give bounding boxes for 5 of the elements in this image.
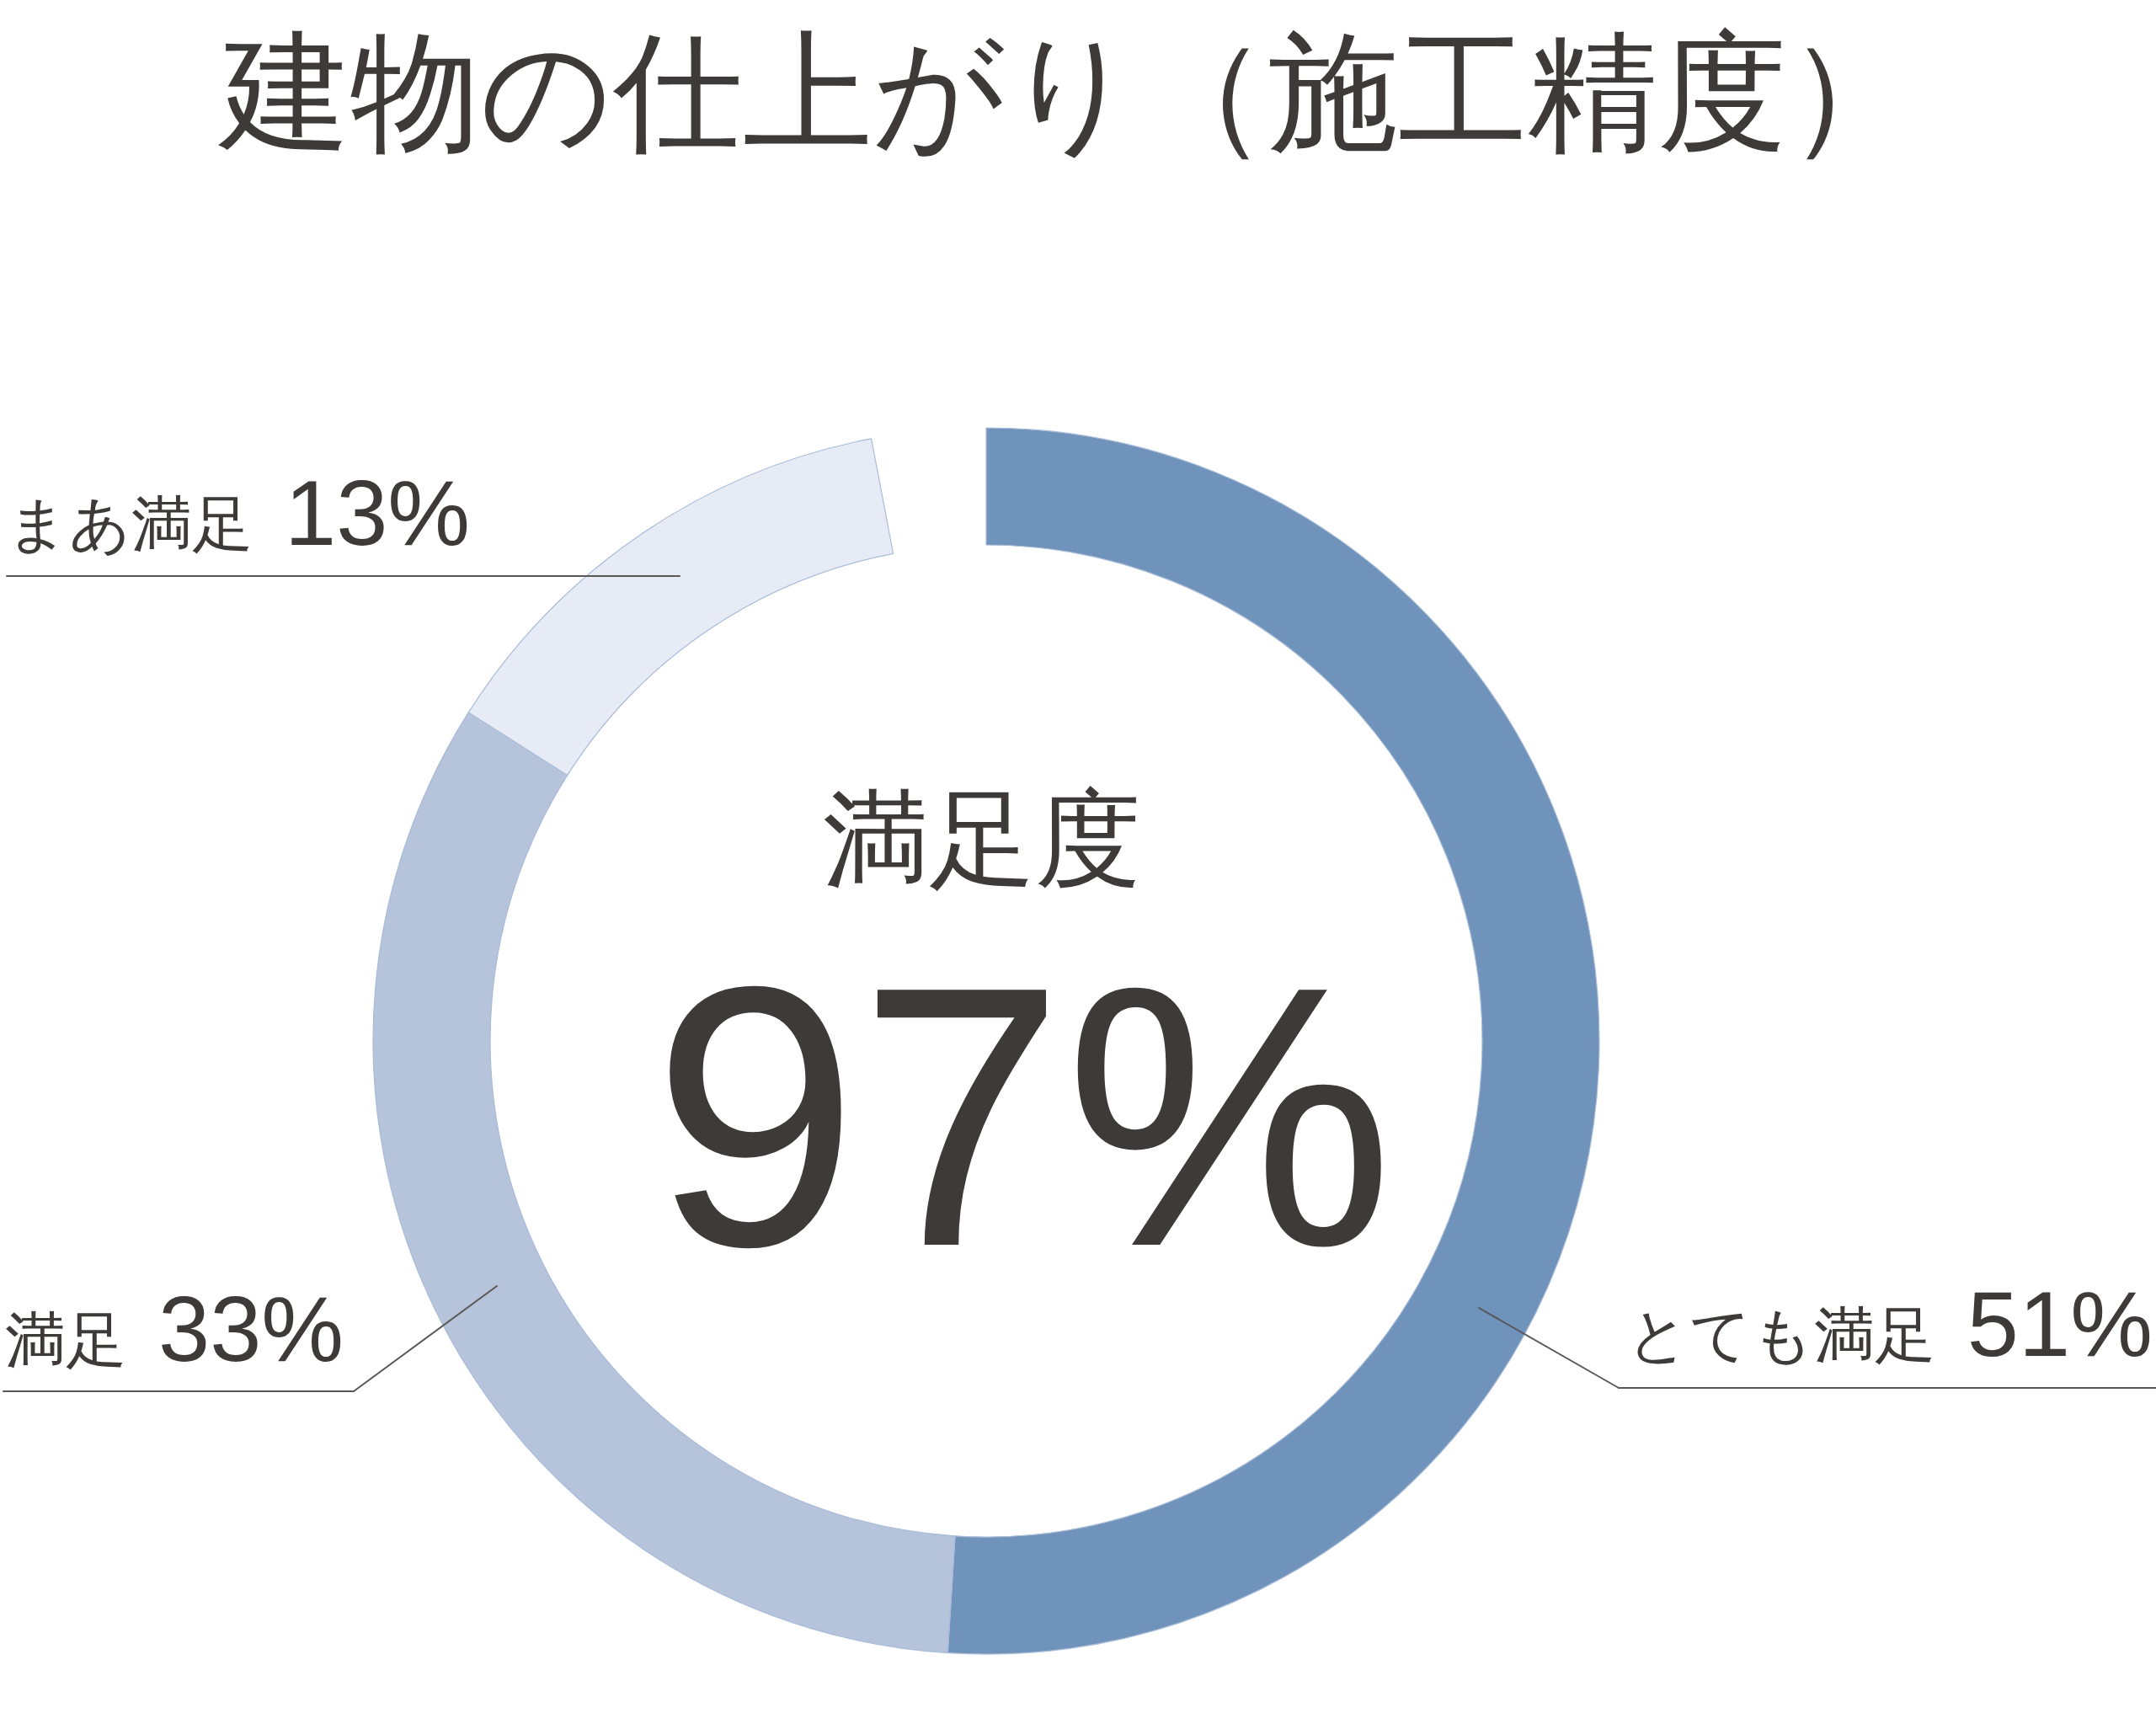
annotation: 97% [652,910,1395,1323]
label: とても満足 51% [1626,1272,2153,1375]
label: 満足 33% [5,1277,344,1380]
label: まあ満足 13% [7,461,471,564]
annotation: 満足度 [823,780,1141,899]
